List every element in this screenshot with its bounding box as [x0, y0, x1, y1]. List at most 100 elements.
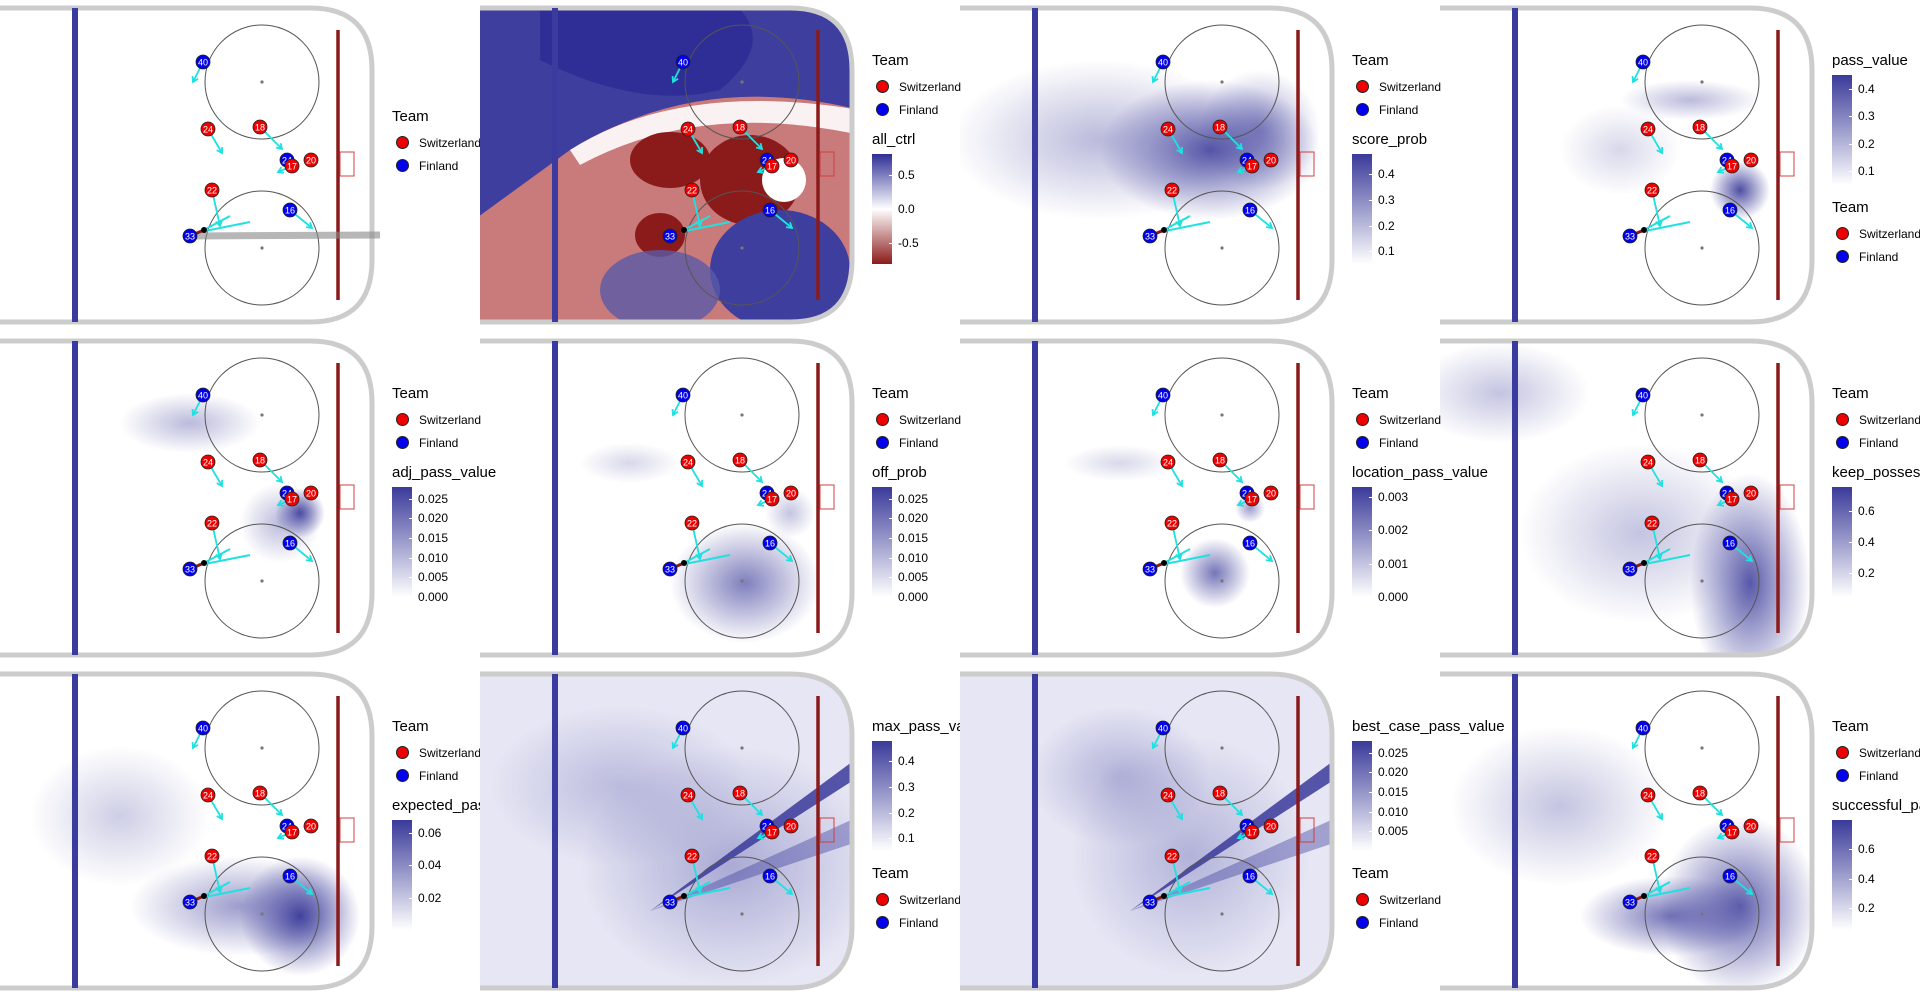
team-legend-swatch	[396, 746, 409, 759]
colorbar-tickmark	[1369, 792, 1372, 794]
player-number: 40	[1158, 724, 1168, 734]
colorbar-tick-label: 0.2	[1858, 901, 1875, 915]
velocity-arrowhead	[755, 142, 764, 151]
team-legend-swatch	[876, 413, 889, 426]
player-number: 22	[1167, 519, 1177, 529]
team-legend-label: Switzerland	[1379, 412, 1442, 427]
colorbar-tick-label: 0.1	[1378, 244, 1395, 259]
velocity-arrowhead	[1265, 888, 1274, 896]
colorbar-tickmark	[889, 577, 892, 579]
heat-blob	[1030, 706, 1210, 846]
colorbar-tickmark	[409, 557, 412, 559]
team-legend-label: Finland	[1859, 768, 1899, 783]
velocity-arrowhead	[305, 222, 314, 230]
goal-net	[1779, 151, 1795, 177]
velocity-arrowhead	[695, 220, 703, 228]
team-legend-swatch	[1836, 436, 1849, 449]
colorbar-gradient	[1352, 741, 1372, 851]
team-legend-title: Team	[1352, 385, 1389, 402]
faceoff-dot	[740, 246, 744, 250]
velocity-arrowhead	[1655, 553, 1663, 561]
velocity-arrowhead	[216, 479, 223, 488]
colorbar-title: score_prob	[1352, 131, 1428, 148]
velocity-arrowhead	[1656, 146, 1663, 155]
velocity-arrowhead	[1656, 812, 1663, 821]
velocity-arrowhead	[1715, 475, 1724, 484]
player-marker	[1722, 868, 1738, 884]
team-legend-item: Switzerland	[872, 75, 961, 98]
colorbar-tickmark	[1849, 143, 1852, 145]
colorbar-tick-label: 0.4	[1858, 81, 1875, 96]
team-legend: Team Switzerland Finland	[1352, 385, 1488, 454]
colorbar-tickmark	[1369, 831, 1372, 833]
colorbar-title: off_prob	[872, 464, 927, 481]
player-number: 22	[207, 186, 217, 196]
player-number: 17	[767, 495, 777, 505]
panel-best_case_pass_value: 40 24 18 24 17 20 22 16 33 best_case_pass_value 0.…	[960, 666, 1505, 999]
player-marker	[252, 119, 268, 135]
player-marker	[1640, 454, 1656, 470]
player-marker	[675, 720, 691, 736]
velocity-arrowhead	[671, 408, 679, 417]
rink-boards	[960, 338, 1335, 658]
team-legend-item: Switzerland	[1352, 408, 1488, 431]
player-number: 17	[1727, 828, 1737, 838]
player-number: 17	[287, 495, 297, 505]
player-number: 18	[1695, 789, 1705, 799]
player-number: 18	[255, 456, 265, 466]
puck	[681, 227, 687, 233]
player-number: 24	[1242, 156, 1252, 166]
team-legend-label: Finland	[1379, 915, 1419, 930]
heat-region-red	[630, 132, 710, 188]
faceoff-circle	[1644, 690, 1760, 806]
pass-arrow	[679, 887, 731, 899]
team-legend: Team Switzerland Finland	[392, 718, 537, 787]
player-number: 22	[1647, 186, 1657, 196]
player-number: 40	[678, 58, 688, 68]
heat-blob	[670, 523, 820, 643]
faceoff-dot	[1220, 912, 1224, 916]
player-number: 16	[285, 539, 295, 549]
colorbar-gradient	[392, 820, 412, 930]
colorbar-tickmark	[889, 761, 892, 763]
colorbar-tick-label: 0.06	[418, 825, 442, 840]
player-number: 17	[1727, 495, 1737, 505]
player-number: 16	[1245, 206, 1255, 216]
player-marker	[182, 894, 198, 910]
team-legend-label: Finland	[1859, 249, 1899, 264]
player-marker	[1212, 785, 1228, 801]
goal-net	[819, 151, 835, 177]
velocity-arrowhead	[1265, 222, 1274, 230]
player-marker	[1244, 158, 1260, 174]
team-legend: Team Switzerland Finland	[872, 52, 961, 121]
faceoff-circle	[684, 856, 800, 972]
heatmap-layer	[960, 60, 1320, 220]
player-number: 18	[255, 789, 265, 799]
velocity-arrowhead	[1716, 832, 1725, 840]
faceoff-circle	[204, 523, 320, 639]
player-marker	[284, 491, 300, 507]
player-marker	[684, 515, 700, 531]
legend: best_case_pass_value 0.025 0.020 0.015 0.010…	[1352, 718, 1505, 934]
colorbar-tickmark	[1369, 772, 1372, 774]
team-legend-title: Team	[1832, 718, 1869, 735]
goal-net	[339, 484, 355, 510]
colorbar-tickmark	[1369, 200, 1372, 202]
team-legend-swatch	[1356, 916, 1369, 929]
player-number: 17	[1247, 495, 1257, 505]
colorbar-tick-label: 0.002	[1378, 523, 1409, 538]
faceoff-circle	[684, 523, 800, 639]
colorbar-tickmark	[889, 838, 892, 840]
heatmap-layer	[480, 674, 852, 988]
velocity-arrowhead	[1236, 499, 1245, 507]
colorbar-tickmark	[1849, 171, 1852, 173]
team-legend-item: Finland	[392, 431, 496, 454]
team-legend-item: Finland	[1352, 98, 1441, 121]
velocity-arrowhead	[215, 886, 223, 894]
faceoff-dot	[740, 912, 744, 916]
pass-arrow	[1639, 887, 1691, 899]
player-number: 20	[1266, 156, 1276, 166]
